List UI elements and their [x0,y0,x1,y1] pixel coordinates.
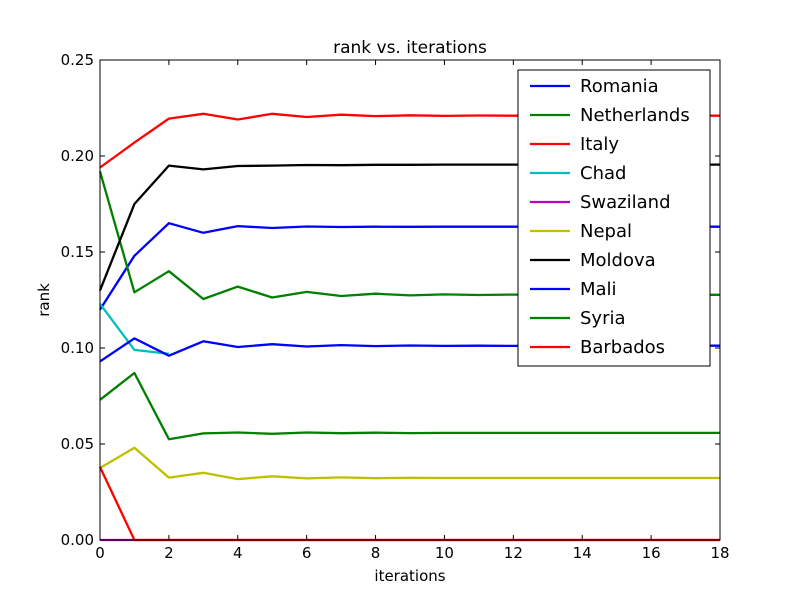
legend-label: Nepal [580,221,632,242]
y-axis-label: rank [35,283,53,317]
legend-label: Chad [580,163,626,184]
legend: Romania Netherlands Italy Chad Swaziland Nepa… [517,69,711,367]
x-tick-label: 0 [95,544,105,562]
legend-label: Moldova [580,250,656,271]
legend-label: Romania [580,76,659,97]
legend-label: Barbados [580,337,665,358]
plot-frame [99,59,721,541]
x-tick-label: 12 [504,544,523,562]
chart-title: rank vs. iterations [333,38,487,58]
legend-label: Netherlands [580,105,690,126]
legend-label: Italy [580,134,619,155]
x-tick-label: 16 [642,544,661,562]
legend-label: Swaziland [580,192,671,213]
legend-box [517,69,711,367]
legend-label: Syria [580,308,626,329]
series-line-8 [99,371,720,441]
x-tick-label: 4 [233,544,243,562]
y-tick-label: 0.05 [61,435,94,453]
x-tick-label: 18 [710,544,729,562]
y-tick-label: 0.15 [61,243,94,261]
x-tick-label: 8 [371,544,381,562]
x-tick-label: 6 [302,544,312,562]
series-line-3 [99,303,170,355]
x-tick-label: 10 [435,544,454,562]
y-tick-label: 0.20 [61,147,94,165]
x-axis-label: iterations [374,567,445,585]
y-tick-label: 0.10 [61,339,94,357]
x-tick-label: 14 [573,544,592,562]
legend-label: Mali [580,279,617,300]
y-tick-label: 0.00 [61,531,94,549]
axis-ticks: 0 2 4 6 8 10 12 14 16 18 0.00 0.05 0.10 0.15 0.20 0.25 [61,51,730,562]
y-tick-label: 0.25 [61,51,94,69]
series-line-5 [99,446,720,481]
x-tick-label: 2 [164,544,174,562]
